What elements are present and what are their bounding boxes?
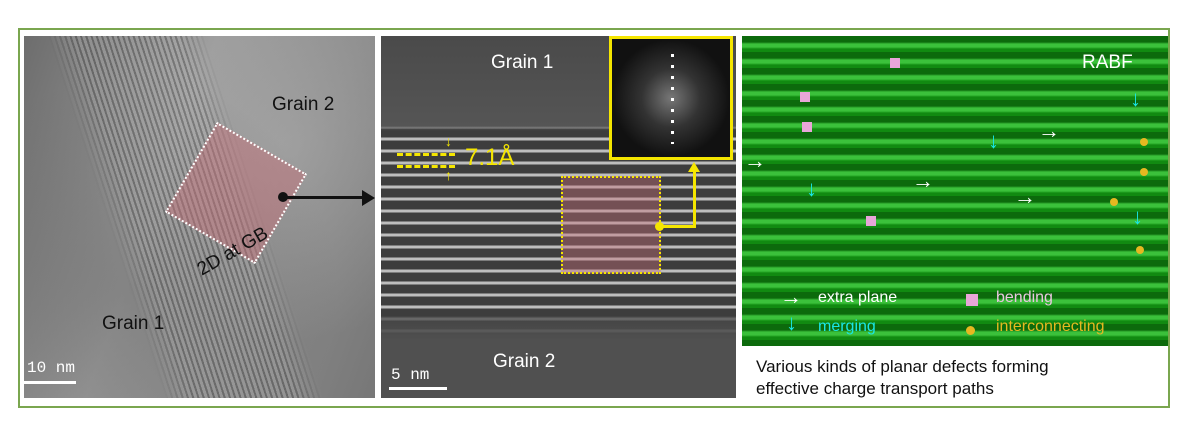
rabf-title: RABF [1082, 52, 1133, 73]
arrow-right-icon: → [744, 148, 766, 173]
interconnect-marker-icon [966, 326, 975, 335]
arrow-down-icon: ↓ [1132, 204, 1143, 229]
scale-label: 10 nm [27, 359, 76, 377]
roi-fft-region [561, 176, 661, 274]
arrow-up-icon: ↑ [445, 167, 452, 183]
connector-line [286, 196, 364, 199]
arrow-down-icon: ↓ [786, 310, 797, 335]
arrow-down-icon: ↓ [988, 128, 999, 153]
legend-merging: merging [818, 318, 876, 335]
rabf-image: RABF → → → → ↓ ↓ ↓ ↓ → extra plane bendi… [742, 36, 1168, 346]
bending-marker-icon [802, 122, 812, 132]
arrow-down-icon: ↓ [445, 133, 452, 149]
fft-spots [671, 54, 674, 144]
interconnect-marker-icon [1110, 198, 1118, 206]
lattice-line [397, 165, 455, 168]
label-grain-2: Grain 2 [272, 94, 335, 115]
arrow-right-icon: → [780, 284, 802, 309]
caption-line: effective charge transport paths [756, 379, 994, 398]
interconnect-marker-icon [1136, 246, 1144, 254]
connector-line [693, 170, 696, 228]
scale-bar [24, 381, 76, 384]
connector-dot [278, 192, 288, 202]
caption-line: Various kinds of planar defects forming [756, 357, 1049, 376]
bending-marker-icon [966, 294, 978, 306]
label-grain-1: Grain 1 [491, 52, 554, 73]
label-grain-2: Grain 2 [493, 351, 556, 372]
scale-label: 5 nm [391, 366, 430, 384]
grain-2-region [381, 316, 736, 398]
scale-bar [389, 387, 447, 390]
interconnect-marker-icon [1140, 138, 1148, 146]
hrtem-image: ↓ ↑ 7.1Å Grain 1 Grain 2 5 nm [381, 36, 736, 398]
bending-marker-icon [866, 216, 876, 226]
legend-bending: bending [996, 289, 1053, 306]
bending-marker-icon [890, 58, 900, 68]
legend-interconnecting: interconnecting [996, 318, 1105, 335]
tem-image-low-mag: Grain 2 2D at GB Grain 1 10 nm [24, 36, 375, 398]
arrow-right-icon [362, 190, 375, 206]
caption: Various kinds of planar defects forming … [756, 356, 1049, 400]
connector-dot [655, 222, 664, 231]
fft-inset [609, 36, 733, 160]
connector-line [661, 225, 695, 228]
bending-marker-icon [800, 92, 810, 102]
interconnect-marker-icon [1140, 168, 1148, 176]
spacing-label: 7.1Å [465, 144, 515, 171]
arrow-right-icon: → [912, 168, 934, 193]
arrow-down-icon: ↓ [1130, 86, 1141, 111]
arrow-down-icon: ↓ [806, 176, 817, 201]
arrow-right-icon: → [1014, 184, 1036, 209]
label-grain-1: Grain 1 [102, 313, 165, 334]
arrow-up-icon [688, 162, 700, 172]
grain-boundary-band [24, 36, 375, 398]
lattice-line [397, 153, 455, 156]
arrow-right-icon: → [1038, 118, 1060, 143]
legend-extra-plane: extra plane [818, 289, 898, 306]
